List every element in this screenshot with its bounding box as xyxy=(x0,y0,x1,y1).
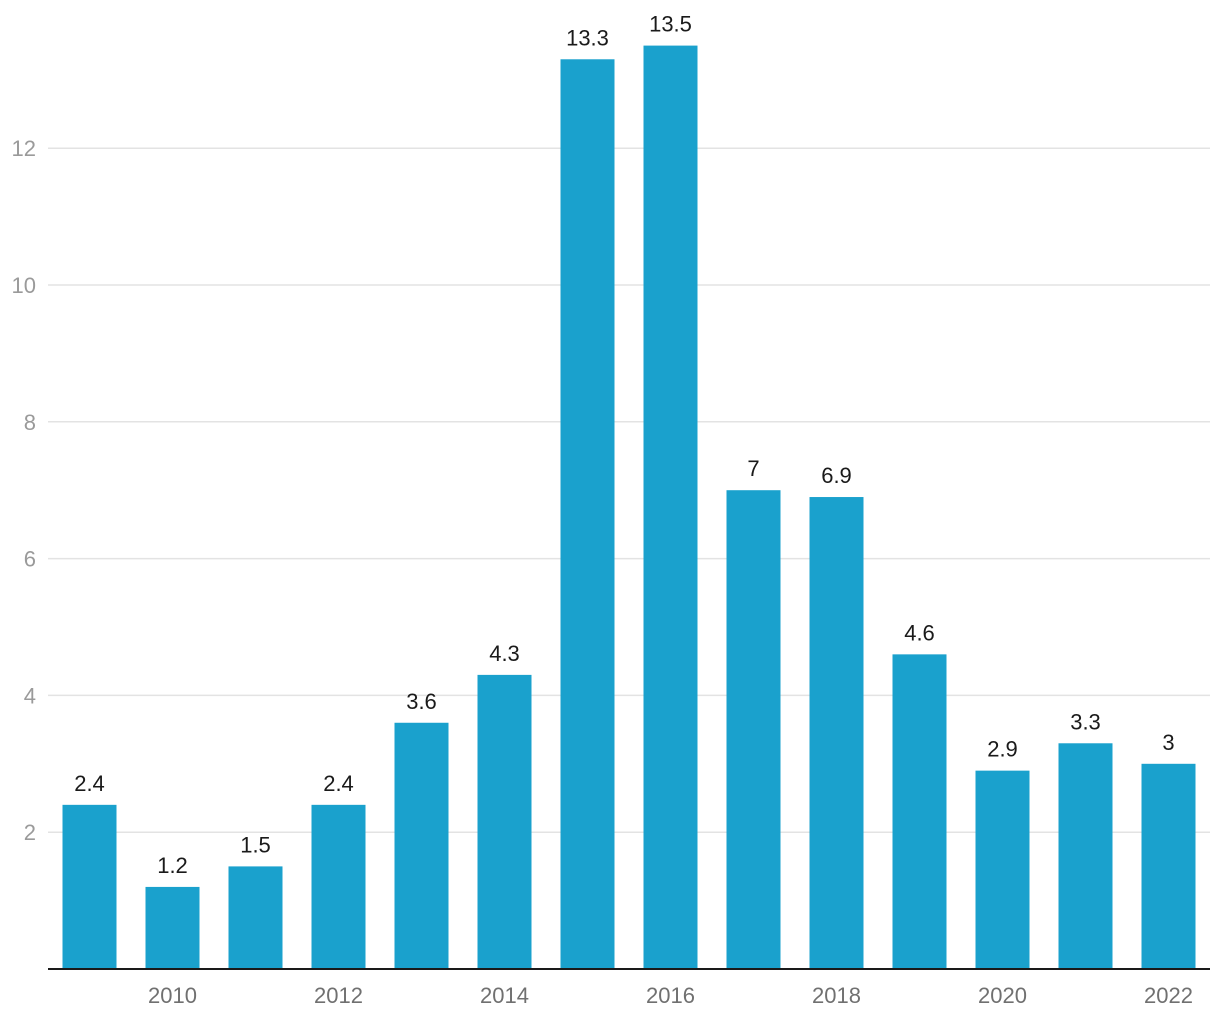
bars xyxy=(62,45,1196,970)
data-label: 4.6 xyxy=(904,620,935,645)
bar xyxy=(394,722,449,969)
x-tick-label: 2010 xyxy=(148,983,197,1008)
x-tick-label: 2016 xyxy=(646,983,695,1008)
data-label: 7 xyxy=(747,456,759,481)
y-axis-tick-labels: 2 4 6 8 10 12 xyxy=(12,136,36,845)
data-label: 1.2 xyxy=(157,853,188,878)
x-tick-label: 2020 xyxy=(978,983,1027,1008)
data-label: 3 xyxy=(1162,730,1174,755)
bar xyxy=(726,490,781,969)
data-label: 2.4 xyxy=(74,771,105,796)
data-label: 3.3 xyxy=(1070,709,1101,734)
bar xyxy=(311,804,366,969)
data-labels: 2.4 1.2 1.5 2.4 3.6 4.3 13.3 13.5 7 6.9 4.6 2.9 3.3 3 xyxy=(74,12,1174,878)
data-label: 1.5 xyxy=(240,832,271,857)
data-label: 6.9 xyxy=(821,463,852,488)
bar xyxy=(228,866,283,969)
y-tick-label: 6 xyxy=(24,547,36,572)
data-label: 4.3 xyxy=(489,641,520,666)
y-tick-label: 10 xyxy=(12,273,36,298)
x-axis-tick-labels: 2010 2012 2014 2016 2018 2020 2022 xyxy=(148,983,1193,1008)
bar xyxy=(1141,763,1196,969)
data-label: 2.4 xyxy=(323,771,354,796)
bar xyxy=(145,886,200,969)
data-label: 3.6 xyxy=(406,689,437,714)
bar xyxy=(477,674,532,969)
x-tick-label: 2014 xyxy=(480,983,529,1008)
bar xyxy=(643,45,698,970)
x-tick-label: 2012 xyxy=(314,983,363,1008)
data-label: 2.9 xyxy=(987,737,1018,762)
bar xyxy=(560,59,615,969)
y-tick-label: 12 xyxy=(12,136,36,161)
x-tick-label: 2018 xyxy=(812,983,861,1008)
bar xyxy=(975,770,1030,969)
bar xyxy=(892,654,947,969)
y-tick-label: 8 xyxy=(24,410,36,435)
y-tick-label: 4 xyxy=(24,683,36,708)
bar xyxy=(1058,743,1113,969)
data-label: 13.5 xyxy=(649,12,692,37)
bar xyxy=(62,804,117,969)
gridlines xyxy=(48,147,1210,833)
data-label: 13.3 xyxy=(566,25,609,50)
y-tick-label: 2 xyxy=(24,820,36,845)
x-tick-label: 2022 xyxy=(1144,983,1193,1008)
bar xyxy=(809,497,864,969)
